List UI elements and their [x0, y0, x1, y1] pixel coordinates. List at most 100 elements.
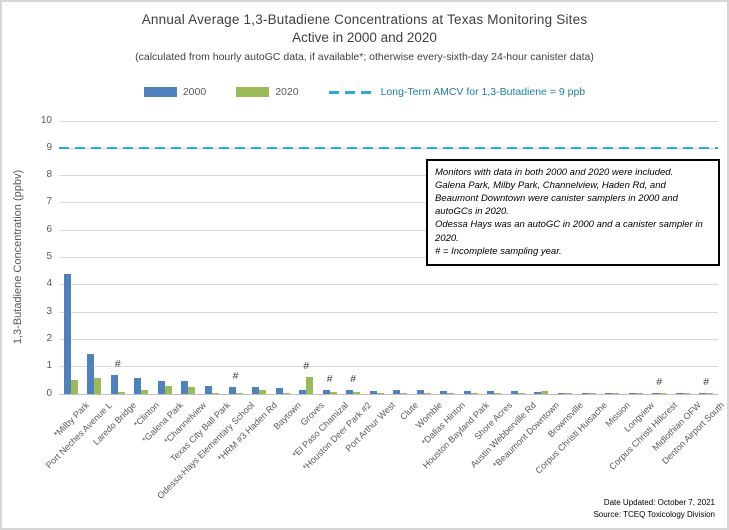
- footer: Date Updated: October 7, 2021 Source: TC…: [593, 497, 715, 521]
- legend-label-2000: 2000: [182, 86, 207, 98]
- bar-2020-17: [470, 393, 478, 394]
- gridline-y1: [59, 366, 718, 368]
- legend-swatch-2020: [236, 87, 270, 97]
- incomplete-marker-11: #: [326, 372, 333, 385]
- bar-2020-18: [494, 393, 502, 394]
- bar-2020-24: [635, 393, 643, 394]
- bar-2000-2: [110, 374, 118, 394]
- bar-2000-15: [416, 390, 424, 394]
- bar-2000-12: [346, 390, 354, 394]
- bar-2020-27: [706, 393, 714, 394]
- bar-2000-4: [157, 380, 165, 394]
- incomplete-marker-2: #: [114, 357, 121, 370]
- bar-2000-24: [628, 393, 636, 394]
- bar-2000-25: [652, 393, 660, 394]
- bar-2020-4: [164, 385, 172, 394]
- incomplete-marker-12: #: [350, 373, 357, 386]
- bar-2020-3: [141, 390, 149, 394]
- y-tick-label-3: 3: [46, 305, 52, 317]
- y-tick-label-10: 10: [40, 114, 52, 126]
- bar-2000-7: [228, 386, 236, 394]
- bar-2000-20: [534, 391, 542, 394]
- bar-2020-2: [117, 392, 125, 394]
- gridline-y8: [59, 175, 718, 177]
- chart-subtitle: (calculated from hourly autoGC data, if …: [135, 51, 594, 63]
- bar-2020-21: [565, 393, 573, 394]
- bar-2000-6: [204, 386, 212, 394]
- annotation-line: Odessa Hays was an autoGC in 2000 and a …: [435, 219, 703, 244]
- annotation-box: Monitors with data in both 2000 and 2020…: [426, 159, 720, 266]
- chart-title-line2: Active in 2000 and 2020: [292, 30, 437, 45]
- x-axis-line: [59, 393, 718, 395]
- bar-2000-22: [581, 393, 589, 394]
- bar-2000-10: [299, 389, 307, 394]
- incomplete-marker-7: #: [232, 369, 239, 382]
- bar-2000-5: [181, 381, 189, 394]
- plot-area: *Milby Park Port Neches Avenue L # Laredo B…: [44, 120, 726, 501]
- gridline-y5: [59, 257, 718, 258]
- bar-2000-26: [675, 393, 683, 394]
- gridline-y2: [59, 338, 718, 340]
- annotation-line: Galena Park, Milby Park, Channelview, Ha…: [435, 180, 678, 218]
- bar-2000-16: [440, 390, 448, 394]
- bar-2020-1: [94, 377, 102, 394]
- annotation-line: # = Incomplete sampling year.: [435, 245, 562, 257]
- bar-2020-25: [659, 393, 667, 394]
- annotation-line: Monitors with data in both 2000 and 2020…: [435, 167, 674, 178]
- bar-2020-9: [282, 393, 290, 394]
- y-tick-label-1: 1: [46, 360, 52, 372]
- bar-2020-14: [400, 393, 408, 394]
- y-tick-label-9: 9: [46, 141, 52, 153]
- bar-2000-8: [252, 387, 260, 394]
- bar-2020-12: [353, 392, 361, 394]
- bar-2000-9: [275, 388, 283, 394]
- bar-2000-18: [487, 391, 495, 394]
- bar-2000-14: [393, 390, 401, 394]
- gridline-y3: [59, 311, 718, 313]
- y-tick-label-7: 7: [46, 196, 52, 208]
- bar-2020-15: [423, 393, 431, 394]
- bar-2020-26: [682, 393, 690, 394]
- incomplete-marker-27: #: [703, 376, 710, 388]
- footer-source: Source: TCEQ Toxicology Division: [593, 510, 715, 519]
- y-tick-label-8: 8: [46, 169, 52, 181]
- bar-2020-5: [188, 386, 196, 394]
- bar-2020-11: [329, 392, 337, 394]
- y-tick-label-4: 4: [46, 278, 52, 290]
- footer-date: Date Updated: October 7, 2021: [603, 498, 715, 507]
- bar-2000-11: [322, 389, 330, 394]
- bar-2000-1: [87, 354, 95, 394]
- legend-item-2020: 2020: [236, 86, 299, 98]
- bar-2020-16: [447, 393, 455, 394]
- bar-2020-23: [612, 393, 620, 394]
- y-tick-label-6: 6: [46, 223, 52, 235]
- legend-dash-icon: [328, 90, 375, 94]
- y-tick-label-5: 5: [46, 251, 52, 262]
- y-tick-label-0: 0: [46, 387, 52, 399]
- gridline-y7: [59, 202, 718, 204]
- bar-2000-3: [134, 377, 142, 394]
- bar-2000-23: [605, 393, 613, 394]
- gridline-y10: [59, 120, 718, 122]
- bar-2020-6: [211, 393, 219, 394]
- bar-2020-13: [376, 392, 384, 394]
- bar-2020-8: [259, 389, 267, 394]
- bar-2020-10: [306, 376, 314, 394]
- bar-2020-7: [235, 393, 243, 394]
- incomplete-marker-25: #: [656, 376, 663, 388]
- incomplete-marker-10: #: [303, 359, 310, 372]
- bar-2020-22: [588, 393, 596, 394]
- legend-item-amcv: Long-Term AMCV for 1,3-Butadiene = 9 ppb: [328, 86, 586, 98]
- legend-label-2020: 2020: [275, 86, 299, 98]
- bar-2020-19: [517, 393, 525, 394]
- bar-2020-20: [541, 391, 549, 394]
- bar-2000-0: [63, 273, 71, 394]
- bar-2000-19: [510, 391, 518, 394]
- bar-2000-21: [558, 392, 566, 394]
- gridline-y4: [59, 284, 718, 286]
- legend-item-2000: 2000: [143, 86, 207, 98]
- bar-2000-17: [463, 391, 471, 394]
- legend-label-amcv: Long-Term AMCV for 1,3-Butadiene = 9 ppb: [380, 86, 586, 98]
- gridline-y6: [59, 229, 718, 231]
